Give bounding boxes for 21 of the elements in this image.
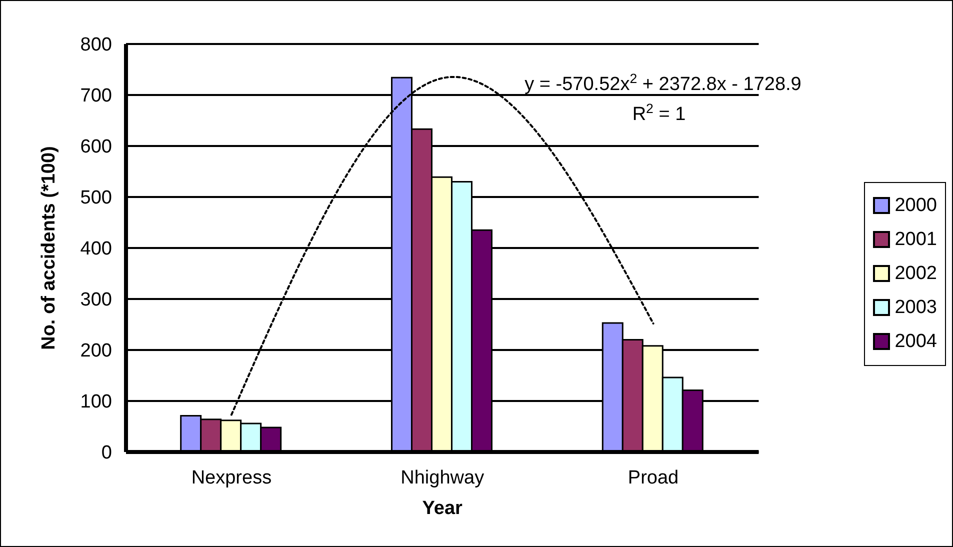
x-tick-label: Nexpress (191, 467, 272, 488)
y-tick-label: 400 (80, 238, 112, 260)
y-axis-title: No. of accidents (*100) (38, 146, 60, 350)
y-tick-label: 200 (80, 340, 112, 362)
annotation: R$^{2}$ = 1 (632, 100, 686, 125)
legend-label: 2004 (894, 330, 937, 352)
y-tick-label: 600 (80, 136, 112, 158)
x-tick-label: Nhighway (400, 467, 485, 488)
legend-label: 2002 (894, 262, 937, 284)
y-tick-label: 0 (101, 442, 112, 464)
y-tick-label: 100 (80, 392, 112, 413)
x-tick-label: Proad (628, 467, 679, 488)
y-tick-label: 500 (80, 188, 112, 209)
legend-label: 2000 (894, 194, 937, 216)
annotation: y = -570.52x$^{2}$ + 2372.8x - 1728.9 (524, 70, 802, 95)
x-axis-title: Year (422, 498, 464, 519)
y-tick-label: 800 (80, 34, 112, 56)
legend-label: 2003 (894, 296, 937, 318)
y-tick-label: 700 (80, 86, 112, 107)
y-tick-label: 300 (80, 290, 112, 311)
legend-label: 2001 (894, 228, 937, 250)
